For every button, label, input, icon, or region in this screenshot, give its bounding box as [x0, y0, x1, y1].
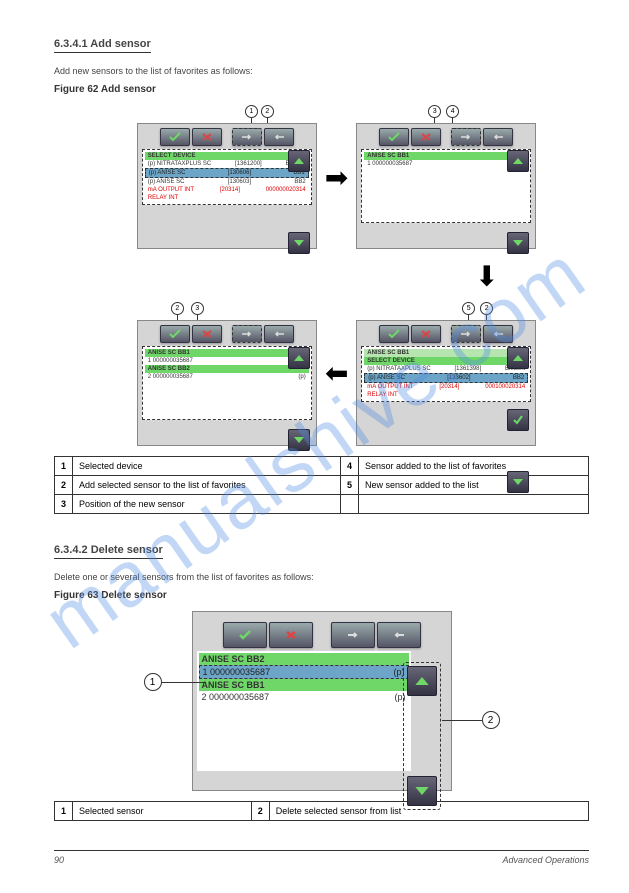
section2-intro: Delete one or several sensors from the l…	[54, 572, 589, 582]
add-button[interactable]	[331, 622, 375, 648]
remove-button[interactable]	[483, 325, 513, 343]
add-button[interactable]	[451, 128, 481, 146]
remove-button[interactable]	[483, 128, 513, 146]
device-row[interactable]: (p) ANISE SC[130603]BB2	[145, 178, 309, 186]
callout-2: 2	[261, 105, 274, 118]
screen-4: ANISE SC BB1 1 000000035687(p) ANISE SC …	[137, 320, 317, 446]
callout-2b: 2	[171, 302, 184, 315]
panel-header: SELECT DEVICE	[364, 357, 528, 365]
list-item-selected[interactable]: 1 000000035687(p)	[199, 665, 409, 679]
nav-down-button[interactable]	[507, 471, 529, 493]
callout-2c: 2	[480, 302, 493, 315]
remove-button[interactable]	[264, 128, 294, 146]
confirm-button[interactable]	[379, 325, 409, 343]
cancel-button[interactable]	[411, 325, 441, 343]
callout-1-big: 1	[144, 673, 162, 691]
confirm-button[interactable]	[160, 325, 190, 343]
add-button[interactable]	[232, 325, 262, 343]
nav-ok-button[interactable]	[507, 409, 529, 431]
remove-button[interactable]	[264, 325, 294, 343]
page-footer: 90 Advanced Operations	[54, 850, 589, 865]
panel-header: ANISE SC BB1	[364, 152, 528, 160]
screen-2: ANISE SC BB1 1 000000035687	[356, 123, 536, 249]
nav-down-button[interactable]	[507, 232, 529, 254]
nav-up-button[interactable]	[507, 150, 529, 172]
confirm-button[interactable]	[223, 622, 267, 648]
callout-4: 4	[446, 105, 459, 118]
add-button[interactable]	[232, 128, 262, 146]
callout-3: 3	[428, 105, 441, 118]
table-row: 3Position of the new sensor	[55, 495, 589, 514]
section2-title: 6.3.4.2 Delete sensor	[54, 544, 163, 559]
device-row[interactable]: (p) NITRATAXPLUS SC[1361398]Effluent	[364, 365, 528, 373]
panel-header: ANISE SC BB2	[145, 365, 309, 373]
cancel-button[interactable]	[192, 128, 222, 146]
legend-table-2: 1Selected sensor2Delete selected sensor …	[54, 801, 589, 821]
device-row-selected[interactable]: (p) ANISE SC[133602]BB2	[364, 373, 528, 383]
callout-5: 5	[462, 302, 475, 315]
section1-title: 6.3.4.1 Add sensor	[54, 38, 151, 53]
footer-title: Advanced Operations	[502, 855, 589, 865]
nav-up-button[interactable]	[507, 347, 529, 369]
callout-1: 1	[245, 105, 258, 118]
remove-button[interactable]	[377, 622, 421, 648]
fig62-label: Figure 62 Add sensor	[54, 84, 589, 95]
nav-up-button[interactable]	[407, 666, 437, 696]
list-item[interactable]: 2 000000035687(p)	[145, 373, 309, 381]
nav-down-button[interactable]	[288, 429, 310, 451]
panel-header: ANISE SC BB2	[199, 653, 409, 665]
table-row: 1Selected sensor2Delete selected sensor …	[55, 802, 589, 821]
callout-3b: 3	[191, 302, 204, 315]
panel-header: SELECT DEVICE	[145, 152, 309, 160]
cancel-button[interactable]	[411, 128, 441, 146]
device-row-selected[interactable]: (p) ANISE SC[130606]BB1	[145, 168, 309, 178]
arrow-right-icon: ➡	[325, 161, 348, 194]
list-item[interactable]: 1 000000035687(p)	[145, 357, 309, 365]
arrow-down-icon: ➡	[471, 264, 504, 287]
confirm-button[interactable]	[379, 128, 409, 146]
confirm-button[interactable]	[160, 128, 190, 146]
list-item[interactable]: 2 000000035687(p)	[199, 691, 409, 703]
page-number: 90	[54, 855, 64, 865]
device-row[interactable]: (p) NITRATAXPLUS SC[1361200]Effluent	[145, 160, 309, 168]
panel-header: ANISE SC BB1	[199, 679, 409, 691]
fig63-label: Figure 63 Delete sensor	[54, 590, 589, 601]
section-add-sensor: 6.3.4.1 Add sensor Add new sensors to th…	[54, 38, 589, 514]
nav-down-button[interactable]	[288, 232, 310, 254]
device-row[interactable]: mA OUTPUT INT[20314]000000020314	[145, 186, 309, 194]
section1-intro: Add new sensors to the list of favorites…	[54, 66, 589, 76]
screen-delete: ANISE SC BB2 1 000000035687(p) ANISE SC …	[192, 611, 452, 791]
nav-up-button[interactable]	[288, 347, 310, 369]
arrow-left-icon: ➡	[325, 358, 348, 391]
panel-header: ANISE SC BB1	[145, 349, 309, 357]
nav-down-button[interactable]	[407, 776, 437, 806]
section-delete-sensor: 6.3.4.2 Delete sensor Delete one or seve…	[54, 544, 589, 821]
list-item[interactable]: 1 000000035687	[364, 160, 528, 168]
device-row[interactable]: RELAY INT	[364, 391, 528, 399]
top-header: ANISE SC BB1	[364, 349, 528, 357]
screen-3: ANISE SC BB1 SELECT DEVICE (p) NITRATAXP…	[356, 320, 536, 446]
device-row[interactable]: RELAY INT	[145, 194, 309, 202]
nav-up-button[interactable]	[288, 150, 310, 172]
device-row[interactable]: mA OUTPUT INT[20314]000100020314	[364, 383, 528, 391]
add-button[interactable]	[451, 325, 481, 343]
cancel-button[interactable]	[192, 325, 222, 343]
screen-1: SELECT DEVICE (p) NITRATAXPLUS SC[136120…	[137, 123, 317, 249]
cancel-button[interactable]	[269, 622, 313, 648]
